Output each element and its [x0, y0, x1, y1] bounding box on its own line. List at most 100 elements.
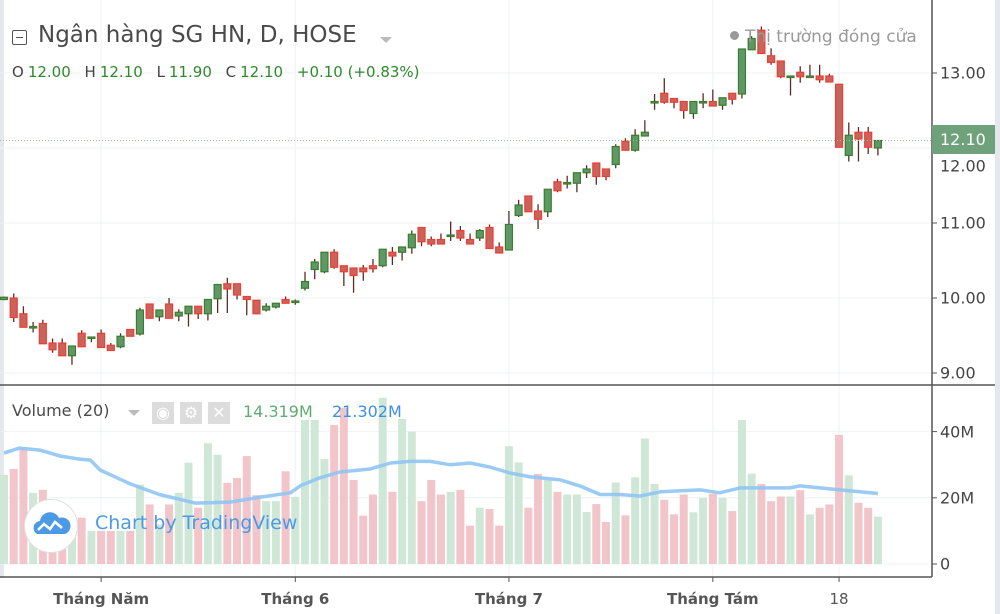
candles [0, 26, 883, 365]
candle-down [728, 92, 737, 100]
volume-bar [330, 424, 339, 564]
collapse-icon[interactable] [12, 30, 27, 45]
candle-down [825, 75, 834, 83]
volume-bar [689, 512, 698, 564]
volume-bar [427, 479, 436, 564]
candle-down [223, 283, 232, 290]
candle-up [582, 168, 591, 174]
candle-up [291, 300, 300, 304]
volume-bar [640, 438, 649, 564]
candle-up [271, 302, 280, 308]
gear-icon[interactable]: ⚙ [180, 402, 202, 424]
candle-up [300, 280, 310, 289]
volume-bar [825, 504, 834, 564]
volume-bar [116, 530, 125, 564]
volume-bar [77, 517, 86, 564]
candle-down [815, 75, 824, 81]
volume-bar [679, 494, 688, 564]
candle-up [514, 204, 523, 217]
volume-axis-label: 0 [940, 554, 951, 574]
volume-bar [398, 419, 407, 564]
volume-bar [165, 504, 174, 564]
volume-bar [388, 491, 397, 564]
volume-bar [592, 504, 601, 564]
candle-down [96, 332, 106, 349]
right-border [995, 0, 1000, 614]
chevron-down-icon[interactable] [380, 37, 392, 43]
volume-bar [835, 434, 844, 564]
candle-up [640, 131, 649, 137]
volume-bar [543, 479, 552, 564]
candle-down [194, 305, 203, 315]
candle-down [864, 131, 873, 148]
candle-up [504, 223, 514, 251]
candle-down [776, 60, 785, 78]
volume-bar [223, 482, 232, 564]
candle-down [349, 267, 358, 277]
candle-down [592, 162, 601, 178]
candle-up [184, 305, 193, 315]
volume-bar [233, 477, 242, 564]
volume-bar [737, 420, 746, 564]
volume-bar [747, 473, 756, 564]
symbol-title[interactable]: Ngân hàng SG HN, D, HOSE [38, 22, 357, 48]
volume-bar [252, 495, 261, 564]
candle-down [145, 303, 154, 319]
volume-bar [436, 494, 445, 564]
candle-up [262, 305, 271, 311]
volume-bar [611, 482, 620, 564]
volume-bar [631, 477, 640, 564]
volume-bar [194, 507, 203, 564]
candle-up [213, 283, 222, 300]
candle-down [524, 195, 533, 213]
volume-bar [97, 530, 106, 564]
open-label: O [12, 63, 24, 81]
candle-up [407, 233, 416, 249]
candle-up [699, 100, 708, 104]
volume-bar [534, 473, 543, 564]
high-value: 12.10 [99, 63, 143, 81]
tradingview-logo[interactable] [24, 499, 78, 553]
watermark-text[interactable]: Chart by TradingView [95, 512, 298, 534]
candle-up [543, 188, 552, 213]
candle-up [786, 75, 795, 79]
candle-up [203, 298, 213, 315]
volume-bar [776, 496, 785, 564]
volume-bar [456, 489, 465, 564]
volume-bar [553, 491, 562, 564]
candle-down [485, 226, 494, 250]
price-axis-label: 12.00 [940, 156, 986, 176]
volume-bar [310, 420, 319, 564]
open-value: 12.00 [27, 63, 71, 81]
volume-bar [767, 501, 776, 564]
volume-bar [417, 501, 426, 564]
volume-bar [349, 479, 358, 564]
candle-down [368, 265, 378, 270]
candle-up [87, 336, 96, 340]
candle-down [660, 92, 669, 103]
volume-bar [301, 420, 310, 564]
candle-up [29, 325, 38, 329]
volume-bar [805, 514, 814, 564]
candle-up [737, 48, 747, 95]
volume-axis-label: 40M [940, 422, 975, 442]
market-status-text: Thị trường đóng cửa [745, 27, 917, 47]
volume-bar [19, 448, 28, 564]
candle-up [611, 145, 620, 166]
candle-down [417, 226, 426, 243]
volume-bar [213, 454, 222, 564]
eye-icon[interactable]: ◉ [152, 402, 174, 424]
close-icon[interactable]: ✕ [208, 402, 230, 424]
candle-down [533, 210, 543, 220]
candle-down [465, 238, 475, 245]
volume-bar [87, 530, 96, 564]
volume-chevron-down-icon[interactable] [128, 410, 140, 416]
candle-down [106, 344, 115, 352]
volume-bar [708, 493, 717, 564]
candle-down [9, 297, 18, 319]
volume-legend-title[interactable]: Volume (20) [12, 401, 110, 420]
candle-down [757, 29, 766, 55]
left-border [0, 0, 4, 578]
volume-bar [524, 507, 533, 564]
